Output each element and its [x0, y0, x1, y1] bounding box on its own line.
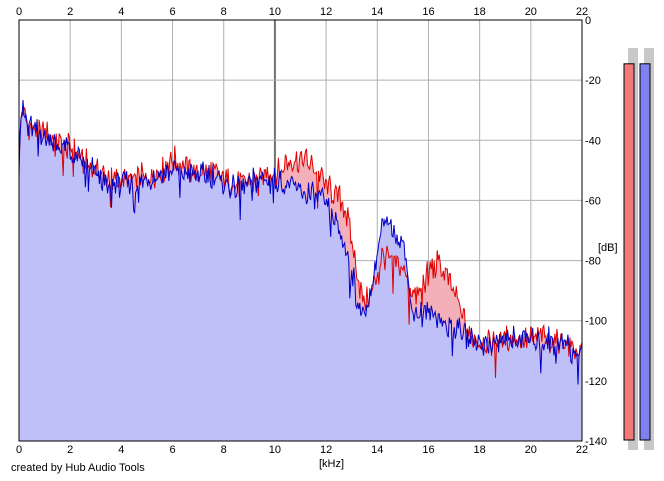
x-axis-label: [kHz]	[319, 458, 344, 470]
x-tick-label-bottom: 4	[118, 444, 124, 456]
series-line-1	[18, 99, 583, 385]
x-tick-label-bottom: 2	[67, 444, 73, 456]
x-tick-label-top: 10	[269, 6, 281, 18]
y-axis-label: [dB]	[598, 242, 618, 254]
level-meters	[623, 48, 654, 450]
plot-border	[18, 19, 583, 442]
x-tick-label-bottom: 0	[16, 444, 22, 456]
series-area-1	[19, 100, 582, 441]
x-tick-label-top: 14	[371, 6, 383, 18]
x-tick-label-bottom: 16	[422, 444, 434, 456]
series-line-0	[18, 106, 583, 378]
right-level-meter	[639, 63, 651, 441]
x-tick-label-top: 12	[320, 6, 332, 18]
x-tick-label-bottom: 8	[221, 444, 227, 456]
x-tick-label-bottom: 20	[525, 444, 537, 456]
spectrum-areas	[19, 100, 582, 441]
y-tick-label: -60	[585, 195, 601, 207]
left-level-meter	[623, 63, 635, 441]
y-tick-label: -20	[585, 75, 601, 87]
x-tick-label-top: 4	[118, 6, 124, 18]
x-tick-label-top: 16	[422, 6, 434, 18]
y-tick-label: -120	[585, 376, 607, 388]
x-tick-label-bottom: 14	[371, 444, 383, 456]
credit-text: created by Hub Audio Tools	[11, 462, 145, 474]
x-tick-labels-top: 0 2 4 6 8 10 12 14 16 18 20 22	[16, 6, 588, 18]
x-tick-labels-bottom: 0 2 4 6 8 10 12 14 16 18 20 22	[16, 444, 588, 456]
x-tick-label-top: 6	[169, 6, 175, 18]
x-tick-label-bottom: 10	[269, 444, 281, 456]
y-tick-label: -140	[585, 436, 607, 448]
x-tick-label-top: 18	[474, 6, 486, 18]
x-tick-label-top: 20	[525, 6, 537, 18]
x-tick-label-top: 0	[16, 6, 22, 18]
spectrum-lines	[18, 99, 583, 385]
x-tick-label-bottom: 12	[320, 444, 332, 456]
x-tick-label-bottom: 6	[169, 444, 175, 456]
x-tick-label-top: 8	[221, 6, 227, 18]
y-tick-label: -80	[585, 256, 601, 268]
x-tick-label-bottom: 18	[474, 444, 486, 456]
x-tick-label-top: 2	[67, 6, 73, 18]
y-tick-labels: 0 -20 -40 -60 -80 -100 -120 -140	[585, 15, 607, 448]
y-tick-label: -40	[585, 135, 601, 147]
y-tick-label: -100	[585, 316, 607, 328]
x-tick-label-top: 22	[576, 6, 588, 18]
y-tick-label: 0	[585, 15, 591, 27]
x-tick-label-bottom: 22	[576, 444, 588, 456]
